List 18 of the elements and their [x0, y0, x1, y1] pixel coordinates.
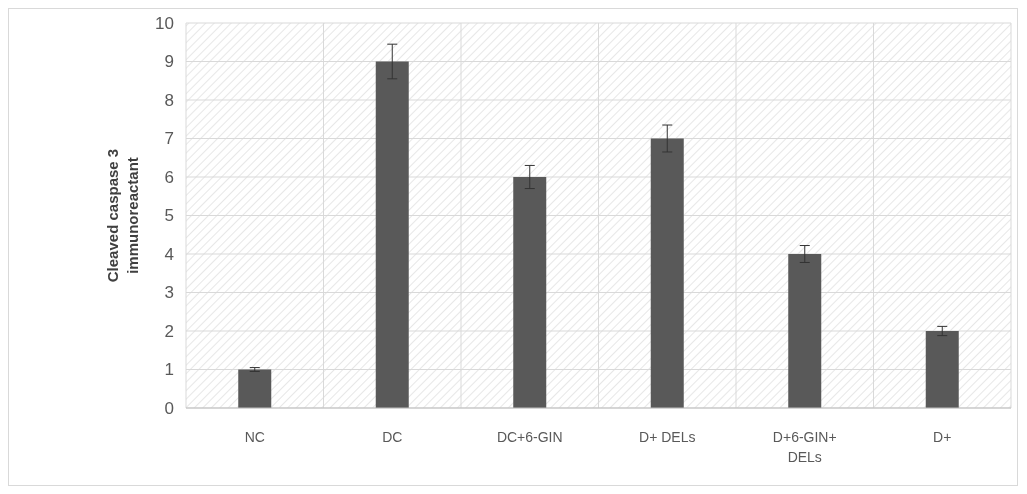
x-tick-label: D+	[933, 429, 952, 445]
y-tick-label: 4	[164, 244, 174, 264]
y-tick-label: 1	[164, 360, 174, 380]
y-tick-label: 2	[164, 321, 174, 341]
x-tick-label: NC	[244, 429, 265, 445]
x-tick-label: DC	[382, 429, 403, 445]
y-tick-label: 3	[164, 283, 174, 303]
y-tick-label: 10	[155, 13, 174, 33]
y-axis-title: Cleaved caspase 3 immunoreactant	[104, 148, 141, 283]
y-tick-label: 8	[164, 90, 174, 110]
y-tick-label: 7	[164, 129, 174, 149]
y-tick-label: 6	[164, 167, 174, 187]
x-tick-label: D+ DELs	[639, 429, 696, 445]
x-tick-label: DC+6-GIN	[496, 429, 563, 445]
y-tick-label: 5	[164, 206, 174, 226]
y-tick-label: 9	[164, 52, 174, 72]
x-tick-label: D+6-GIN+ DELs	[772, 429, 837, 465]
y-tick-label: 0	[164, 398, 174, 418]
